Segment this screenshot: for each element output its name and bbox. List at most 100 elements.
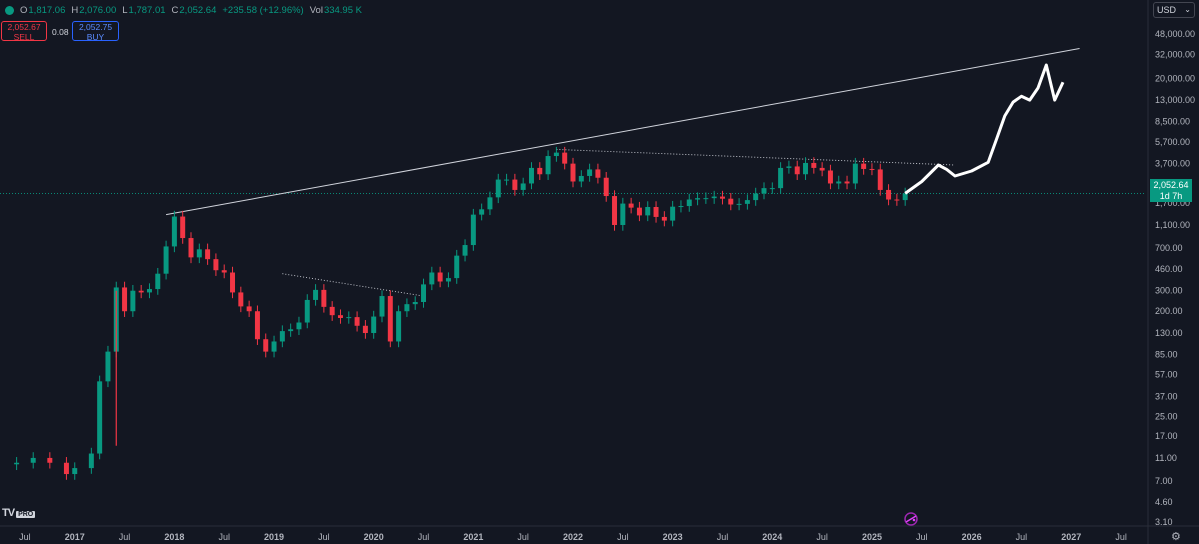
y-tick-label: 11.00 — [1155, 453, 1177, 463]
open-value: 1,817.06 — [28, 4, 66, 16]
y-tick-label: 57.00 — [1155, 370, 1178, 380]
candle-body — [30, 457, 36, 463]
volume-label: Vol — [309, 4, 323, 16]
candle-body — [495, 179, 501, 198]
candle-body — [861, 163, 867, 169]
x-tick-label: 2026 — [962, 532, 982, 542]
candle-body — [520, 183, 526, 190]
candle-body — [744, 200, 750, 204]
candle-body — [528, 167, 534, 184]
x-tick-label: 2024 — [762, 532, 782, 542]
candle-body — [421, 284, 427, 303]
candle-body — [778, 167, 784, 189]
candle-body — [811, 162, 817, 168]
vis-icon[interactable] — [903, 511, 919, 527]
candle-body — [47, 457, 53, 463]
x-tick-label: 2020 — [364, 532, 384, 542]
candle-body — [362, 325, 368, 334]
sell-label: SELL — [13, 31, 35, 42]
y-tick-label: 4.60 — [1155, 497, 1173, 507]
y-tick-label: 5,700.00 — [1155, 137, 1190, 147]
candle-body — [196, 249, 202, 258]
trendline — [282, 273, 424, 297]
candle-body — [379, 296, 385, 317]
candle-body — [329, 306, 335, 316]
candle-body — [88, 453, 94, 469]
candle-body — [719, 196, 725, 199]
ohlc-legend: O 1,817.06 H 2,076.00 L 1,787.01 C 2,052.64 … — [0, 2, 368, 18]
y-tick-label: 1,100.00 — [1155, 220, 1190, 230]
currency-select[interactable]: USD ⌄ — [1153, 2, 1195, 18]
candle-body — [396, 311, 402, 342]
candle-body — [578, 175, 584, 182]
y-tick-label: 7.00 — [1155, 476, 1173, 486]
last-price-tag: 2,052.64 1d 7h — [1150, 179, 1192, 202]
candle-body — [636, 207, 642, 216]
close-label: C — [171, 4, 179, 16]
candle-body — [470, 214, 476, 246]
candle-body — [254, 311, 260, 340]
y-tick-label: 130.00 — [1155, 328, 1183, 338]
candle-body — [620, 203, 626, 225]
bar-countdown: 1d 7h — [1159, 191, 1183, 201]
candle-body — [304, 299, 310, 323]
low-label: L — [122, 4, 128, 16]
x-tick-label: 2022 — [563, 532, 583, 542]
candle-body — [595, 169, 601, 178]
candle-body — [877, 169, 883, 190]
pro-badge: PRO — [16, 511, 36, 518]
high-value: 2,076.00 — [79, 4, 117, 16]
candle-body — [803, 162, 809, 175]
logo-text: TV — [2, 507, 15, 519]
market-status-icon — [5, 5, 14, 15]
y-tick-label: 25.00 — [1155, 411, 1178, 421]
candle-body — [354, 317, 360, 326]
y-tick-label: 32,000.00 — [1155, 50, 1195, 60]
candle-body — [462, 245, 468, 256]
candle-body — [72, 468, 78, 475]
x-tick-label: 2017 — [65, 532, 85, 542]
candle-body — [205, 249, 211, 260]
candle-body — [670, 206, 676, 221]
y-tick-label: 8,500.00 — [1155, 117, 1190, 127]
x-tick-label: Jul — [816, 532, 828, 542]
candle-body — [504, 179, 510, 181]
x-tick-label: 2023 — [663, 532, 683, 542]
candle-body — [661, 216, 667, 221]
candle-body — [454, 255, 460, 279]
candle-body — [902, 193, 908, 201]
candle-body — [279, 331, 285, 342]
candle-body — [296, 322, 302, 330]
candle-body — [686, 199, 692, 207]
y-tick-label: 13,000.00 — [1155, 95, 1195, 105]
candle-body — [155, 273, 161, 290]
candle-body — [769, 188, 775, 190]
candle-body — [122, 287, 128, 312]
x-tick-label: 2027 — [1061, 532, 1081, 542]
spread-value: 0.08 — [52, 27, 69, 37]
sell-button[interactable]: 2,052.67 SELL — [1, 21, 47, 41]
candle-body — [238, 292, 244, 307]
candle-body — [678, 206, 684, 208]
y-tick-label: 200.00 — [1155, 306, 1183, 316]
y-tick-label: 1,700.00 — [1155, 198, 1190, 208]
candle-body — [728, 198, 734, 205]
candle-body — [587, 169, 593, 176]
trendline — [165, 48, 1080, 216]
candle-body — [736, 203, 742, 205]
candle-body — [628, 203, 634, 208]
y-tick-label: 37.00 — [1155, 392, 1178, 402]
candle-body — [703, 198, 709, 200]
candle-body — [263, 339, 269, 352]
buy-button[interactable]: 2,052.75 BUY — [72, 21, 119, 41]
x-tick-label: 2021 — [463, 532, 483, 542]
candle-body — [230, 272, 236, 293]
candle-body — [146, 289, 152, 293]
candle-body — [171, 216, 177, 247]
settings-gear-icon[interactable]: ⚙ — [1171, 531, 1181, 543]
y-tick-label: 3,700.00 — [1155, 159, 1190, 169]
candle-body — [545, 156, 551, 175]
chevron-down-icon: ⌄ — [1184, 5, 1191, 14]
tradingview-logo[interactable]: TV PRO — [2, 507, 36, 519]
